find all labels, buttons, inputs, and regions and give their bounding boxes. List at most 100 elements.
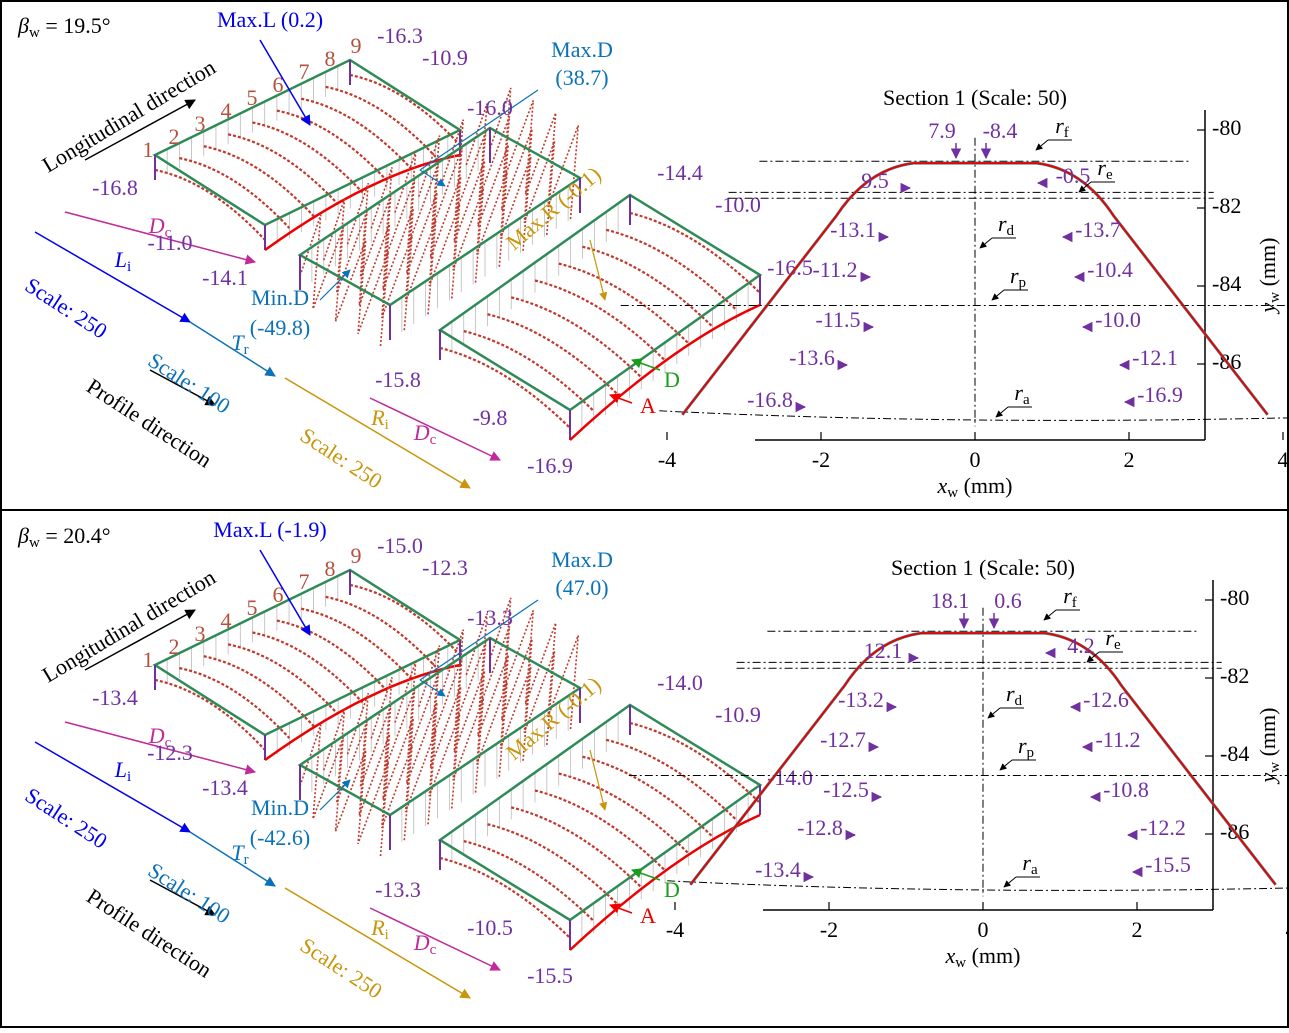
scale: Scale: 250 bbox=[296, 422, 387, 493]
x-tick-label: -2 bbox=[812, 447, 830, 472]
symbol: β bbox=[17, 13, 29, 38]
subscript: w bbox=[955, 955, 966, 971]
grid-line bbox=[312, 247, 402, 332]
radius-label: rd bbox=[998, 211, 1015, 239]
subscript: a bbox=[1023, 392, 1030, 408]
surface-label: -15.5 bbox=[527, 963, 573, 988]
scale: Scale: 250 bbox=[296, 932, 387, 1003]
section-title: Section 1 (Scale: 50) bbox=[891, 555, 1075, 580]
leader bbox=[1004, 877, 1016, 887]
deviation-label: -12.8 bbox=[797, 815, 843, 840]
suffix: (mm) bbox=[966, 943, 1020, 968]
symbol: L bbox=[114, 247, 127, 272]
x-axis-label: xw (mm) bbox=[945, 943, 1021, 971]
deviation-label: -11.2 bbox=[812, 257, 857, 282]
min-d: Min.D bbox=[251, 285, 309, 310]
curve-label: A bbox=[640, 393, 656, 418]
subscript: r bbox=[244, 852, 249, 868]
grid-line bbox=[240, 113, 350, 208]
radius-label: re bbox=[1097, 155, 1113, 183]
y-tick-label: -82 bbox=[1220, 663, 1249, 688]
dimension: Tr bbox=[231, 840, 248, 868]
deviation-label: 7.9 bbox=[928, 118, 956, 143]
grid-line bbox=[326, 582, 436, 677]
min-d-value: (-42.6) bbox=[250, 825, 310, 850]
y-tick-label: -84 bbox=[1220, 741, 1249, 766]
x-tick-label: 0 bbox=[978, 917, 989, 942]
subscript: f bbox=[1072, 595, 1077, 611]
subscript: a bbox=[1031, 862, 1038, 878]
grid-line bbox=[265, 612, 375, 707]
deviation-label: -16.9 bbox=[1137, 382, 1183, 407]
section-number: 3 bbox=[195, 621, 206, 646]
section-curve bbox=[511, 297, 641, 377]
deviation-label: -11.5 bbox=[815, 307, 860, 332]
deviation-label: -0.5 bbox=[1056, 163, 1091, 188]
surface-label: -16.8 bbox=[92, 175, 138, 200]
deviation-label: 4.2 bbox=[1067, 633, 1095, 658]
grid-line bbox=[289, 90, 399, 185]
radius-label: ra bbox=[1014, 380, 1030, 408]
subscript: i bbox=[385, 927, 389, 943]
radius-label: ra bbox=[1022, 850, 1038, 878]
symbol: β bbox=[17, 523, 29, 548]
surface-label: -16.3 bbox=[377, 23, 423, 48]
suffix: (mm) bbox=[958, 473, 1012, 498]
max-d: Max.D bbox=[551, 547, 613, 572]
leader bbox=[1044, 610, 1056, 620]
section-number: 4 bbox=[221, 608, 232, 633]
section-number: 8 bbox=[325, 556, 336, 581]
radius-label: rd bbox=[1006, 681, 1023, 709]
deviation-label: -13.4 bbox=[755, 857, 801, 882]
grid-line bbox=[301, 84, 411, 179]
section-curve bbox=[630, 213, 760, 293]
radius-label: rf bbox=[1055, 113, 1069, 141]
surface-label: -13.3 bbox=[375, 877, 421, 902]
longitudinal-direction: Longitudinal direction bbox=[38, 564, 220, 687]
surface-label: -10.9 bbox=[715, 702, 761, 727]
dimension: Dc bbox=[413, 420, 437, 448]
section-curve bbox=[488, 824, 618, 904]
section-number: 5 bbox=[247, 85, 258, 110]
grid-line bbox=[228, 629, 338, 724]
section-curve bbox=[559, 774, 689, 854]
grid-line bbox=[204, 641, 314, 736]
section-curve bbox=[464, 331, 594, 411]
symbol: y bbox=[1255, 303, 1280, 315]
section-curve bbox=[559, 264, 689, 344]
section-number: 1 bbox=[143, 647, 154, 672]
deviation-label: -15.5 bbox=[1145, 852, 1191, 877]
subscript: w bbox=[29, 25, 40, 41]
max-l: Max.L (-1.9) bbox=[213, 517, 326, 542]
grid-line bbox=[265, 102, 375, 197]
deviation-label: -12.2 bbox=[1140, 815, 1186, 840]
grid-line bbox=[338, 576, 448, 671]
deviation-label: -10.8 bbox=[1103, 777, 1149, 802]
deviation-label: -11.2 bbox=[1095, 727, 1140, 752]
symbol: D bbox=[413, 930, 430, 955]
surface-label: -10.5 bbox=[467, 915, 513, 940]
max-d-value: (38.7) bbox=[555, 65, 608, 90]
subscript: r bbox=[244, 342, 249, 358]
grid-line bbox=[277, 606, 387, 701]
subscript: i bbox=[127, 769, 131, 785]
section-curve bbox=[253, 633, 363, 703]
grid-line bbox=[192, 647, 302, 742]
surface-label: -15.8 bbox=[375, 367, 421, 392]
section-number: 2 bbox=[169, 634, 180, 659]
section-number: 8 bbox=[325, 46, 336, 71]
subscript: c bbox=[430, 432, 437, 448]
radius-label: rp bbox=[1018, 733, 1034, 761]
section-curve bbox=[228, 644, 338, 714]
leader bbox=[992, 290, 1004, 300]
section-curve bbox=[350, 75, 460, 145]
surface-label: -15.0 bbox=[377, 533, 423, 558]
symbol: y bbox=[1255, 773, 1280, 785]
subscript: e bbox=[1114, 637, 1121, 653]
suffix: (mm) bbox=[1255, 708, 1280, 762]
beta: βw = 20.4° bbox=[17, 523, 111, 551]
suffix: = 19.5° bbox=[40, 13, 111, 38]
